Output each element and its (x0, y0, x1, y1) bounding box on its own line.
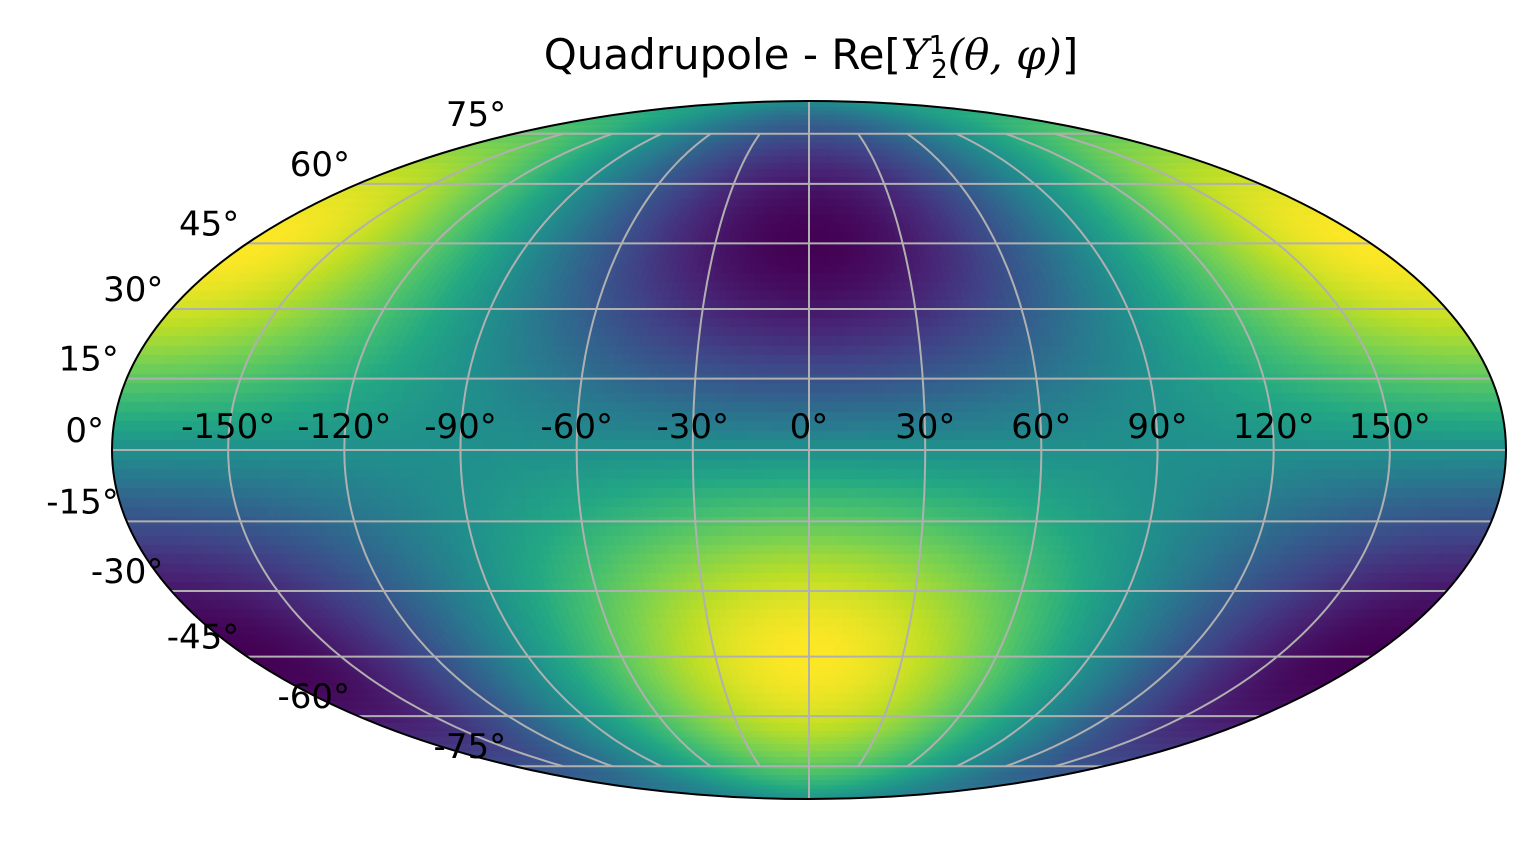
chart-title: Quadrupole - Re[Y12(θ, φ)] (0, 30, 1537, 85)
longitude-tick-label: 90° (1127, 407, 1187, 447)
latitude-tick-labels: 75° 60° 45° 30° 15° 0° -15° -30°-45° -60° -75° (46, 95, 506, 767)
latitude-tick-label: 15° (59, 340, 119, 380)
graticule (112, 101, 1506, 799)
latitude-tick-label: -45° (167, 618, 240, 658)
longitude-tick-label: -120° (297, 407, 391, 447)
longitude-tick-label: 150° (1349, 407, 1431, 447)
latitude-tick-label: -15° (46, 482, 119, 522)
latitude-tick-label: 75° (446, 95, 506, 135)
latitude-tick-label: 30° (103, 270, 163, 310)
latitude-tick-label: -60° (277, 677, 350, 717)
title-subscript: 2 (931, 55, 948, 86)
latitude-tick-label: 60° (290, 145, 350, 185)
latitude-tick-label: 45° (179, 204, 239, 244)
latitude-tick-label: 0° (65, 411, 104, 451)
longitude-tick-label: 60° (1011, 407, 1071, 447)
latitude-tick-label: -30° (91, 552, 164, 592)
longitude-tick-label: 120° (1233, 407, 1315, 447)
title-args: (θ, φ) (947, 30, 1062, 79)
longitude-tick-label: 30° (895, 407, 955, 447)
longitude-tick-label: -30° (657, 407, 730, 447)
longitude-tick-label: -90° (424, 407, 497, 447)
title-prefix: Quadrupole - Re[ (543, 30, 901, 79)
title-superscript: 1 (928, 31, 946, 61)
longitude-tick-labels: -150° -120° -90° -60° -30° 0° 30° 60° 90° 120° 150… (181, 407, 1431, 447)
title-suffix: ] (1061, 30, 1079, 79)
longitude-tick-label: -150° (181, 407, 275, 447)
map-frame (111, 100, 1507, 800)
title-symbol: Y (900, 30, 929, 79)
latitude-tick-label: -75° (434, 727, 507, 767)
longitude-tick-label: -60° (540, 407, 613, 447)
longitude-tick-label: 0° (790, 407, 829, 447)
